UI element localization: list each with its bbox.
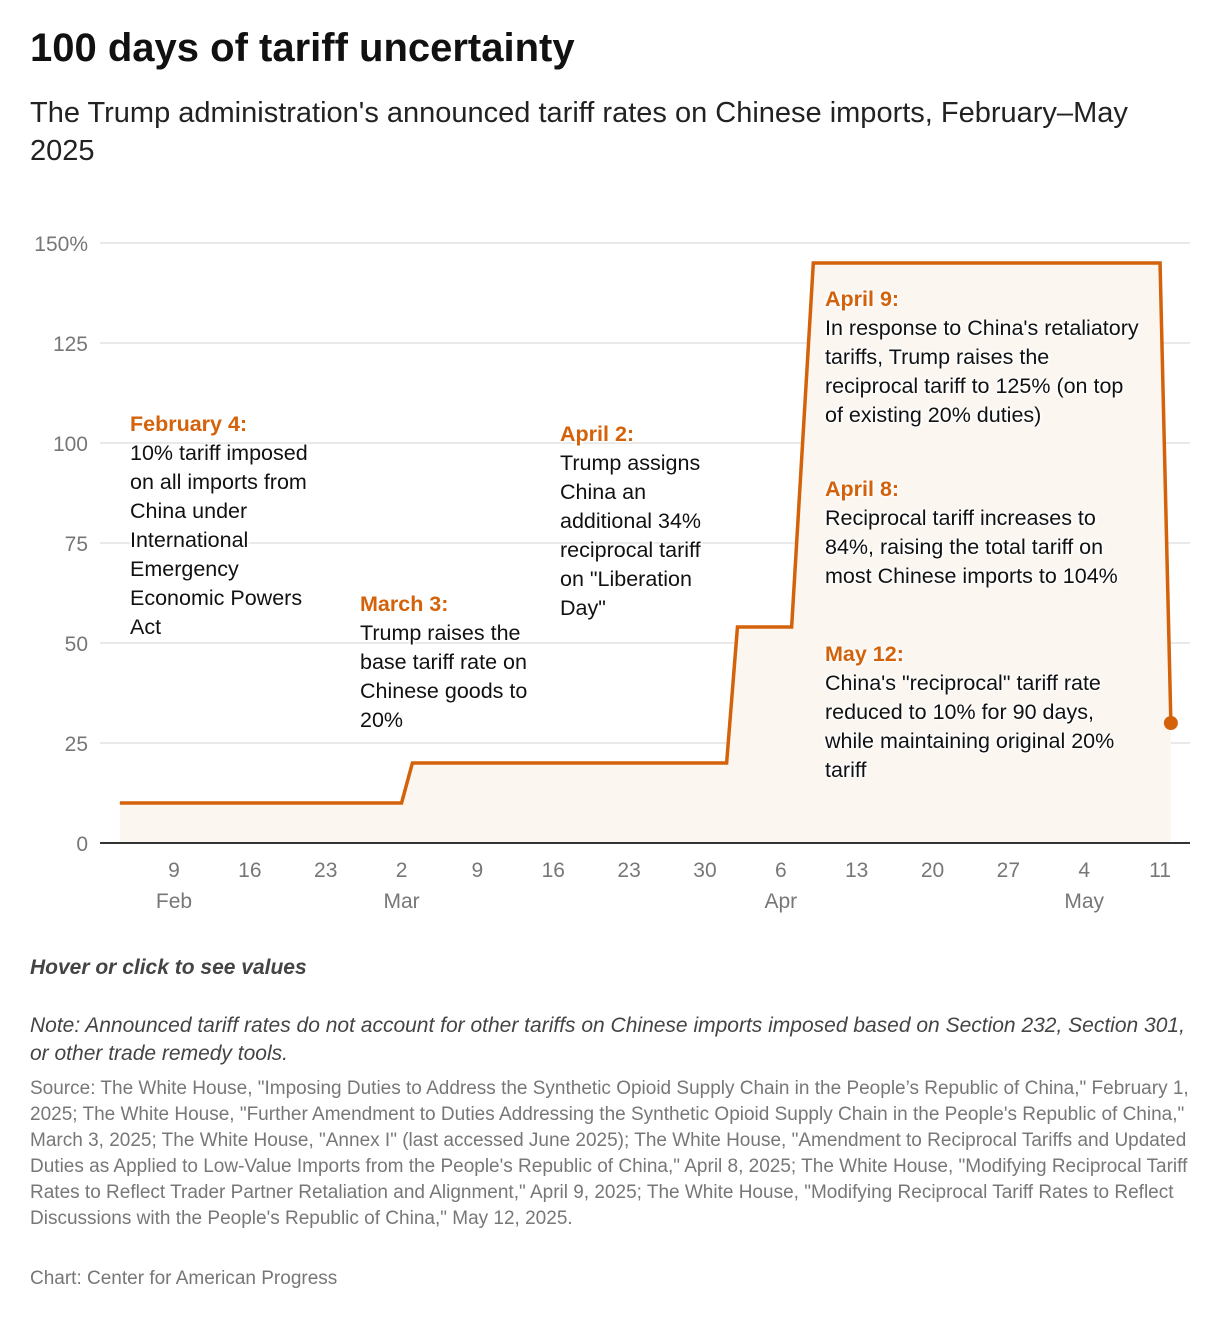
x-tick-label: 13 [845,859,868,882]
annotation-heading: April 2: [560,422,635,446]
annotation-mar-3: March 3: Trump raises the base tariff rat… [360,590,545,735]
x-tick-label: 9 [168,859,180,882]
x-tick-label: 4 [1078,859,1090,882]
annotation-heading: April 9: [825,287,900,311]
chart-credit: Chart: Center for American Progress [30,1268,338,1289]
x-tick-label: 20 [921,859,944,882]
annotation-may-12: May 12: China's "reciprocal" tariff rate … [825,640,1145,785]
x-tick-label: 23 [314,859,337,882]
annotation-text: 10% tariff imposed on all imports from C… [130,441,308,639]
chart-note: Note: Announced tariff rates do not acco… [30,1014,1185,1065]
x-month-label: May [1064,890,1104,913]
x-month-label: Mar [383,890,419,913]
y-tick-label: 75 [65,533,88,556]
x-month-label: Apr [764,890,797,913]
annotation-text: In response to China's retaliatory tarif… [825,316,1139,427]
y-tick-label: 50 [65,633,88,656]
annotation-text: Trump raises the base tariff rate on Chi… [360,621,528,732]
tariff-chart[interactable]: 0 25 50 75 100 125 150% 9 Feb 16 23 2 Mar 9 16 23 30 6 Apr… [0,0,1220,930]
series-line [119,261,1173,805]
x-tick-label: 6 [775,859,787,882]
hover-hint: Hover or click to see values [30,956,307,979]
y-tick-label: 150% [34,233,88,256]
annotation-feb-4: February 4: 10% tariff imposed on all imp… [130,410,335,642]
x-tick-label: 11 [1149,859,1171,882]
x-month-label: Feb [156,890,192,913]
x-tick-label: 2 [396,859,408,882]
y-tick-label: 100 [53,433,88,456]
y-tick-label: 0 [76,833,88,856]
chart-title: 100 days of tariff uncertainty [30,26,575,70]
area-fill [119,263,1171,843]
annotation-text: Trump assigns China an additional 34% re… [560,451,702,620]
x-tick-label: 16 [238,859,261,882]
x-tick-label: 23 [617,859,640,882]
x-tick-label: 16 [542,859,565,882]
y-tick-label: 125 [53,333,88,356]
y-tick-label: 25 [65,733,88,756]
annotation-apr-8: April 8: Reciprocal tariff increases to 8… [825,475,1145,591]
x-tick-label: 27 [997,859,1020,882]
annotation-heading: April 8: [825,477,900,501]
chart-source: Source: The White House, "Imposing Dutie… [30,1078,1189,1229]
x-tick-label: 9 [472,859,484,882]
annotation-text: Reciprocal tariff increases to 84%, rais… [825,506,1118,588]
annotation-text: China's "reciprocal" tariff rate reduced… [825,671,1115,782]
chart-subtitle: The Trump administration's announced tar… [30,97,1128,167]
end-point-marker [1163,716,1178,730]
x-tick-label: 30 [693,859,716,882]
annotation-apr-2: April 2: Trump assigns China an additiona… [560,420,720,623]
annotation-heading: February 4: [130,412,248,436]
annotation-heading: May 12: [825,642,904,666]
annotation-heading: March 3: [360,592,449,616]
annotation-apr-9: April 9: In response to China's retaliato… [825,285,1145,430]
